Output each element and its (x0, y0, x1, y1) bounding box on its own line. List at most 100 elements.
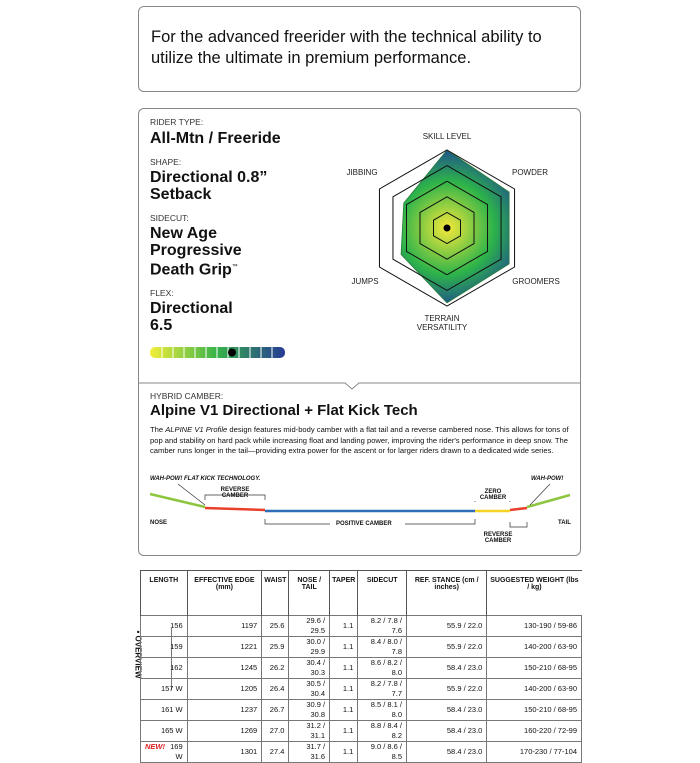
diagram-label: WAH-POW! FLAT KICK TECHNOLOGY. (150, 476, 261, 482)
radar-axis-label: SKILL LEVEL (422, 132, 472, 141)
intro-card: For the advanced freerider with the tech… (138, 6, 581, 92)
radar-axis-label: GROOMERS (512, 277, 560, 286)
cell-text: 30.9 / 30.8 (306, 700, 326, 719)
cell-text: 8.2 / 7.8 / 7.7 (370, 679, 403, 698)
spec-value: All-Mtn / Freeride (150, 130, 281, 147)
column-header: LENGTH (140, 570, 188, 616)
table-cell: 58.4 / 23.0 (406, 741, 488, 763)
cell-text: 140-200 / 63-90 (524, 642, 577, 651)
sidecut-text: New Age Progressive Death Grip (150, 225, 242, 279)
spec-card (138, 108, 581, 556)
table-cell: 160-220 / 72-99 (486, 720, 582, 742)
graphics (138, 149, 581, 528)
cell-text: 8.5 / 8.1 / 8.0 (370, 700, 403, 719)
table-row: 156 1197 25.6 29.6 / 29.5 1.1 8.2 / 7.8 / 7.6… (140, 615, 582, 637)
cell-text: 26.4 (269, 684, 285, 693)
cell-text: 26.2 (269, 663, 285, 672)
cell-text: 156 (170, 621, 183, 630)
trademark: ™ (231, 264, 238, 270)
page: For the advanced freerider with the tech… (133, 6, 582, 763)
table-row: 157 W 1205 26.4 30.5 / 30.4 1.1 8.2 / 7.8 / 7… (140, 678, 582, 700)
table-cell: 25.6 (261, 615, 290, 637)
cell-text: 25.6 (269, 621, 285, 630)
table-cell: 165 W (140, 720, 188, 742)
table-cell: 1245 (186, 657, 263, 679)
cell-text: 159 (170, 642, 183, 651)
radar-axis-label: JIBBING (346, 168, 378, 177)
table-cell: 156 (140, 615, 188, 637)
spec-value: Directional 6.5 (150, 300, 233, 334)
table-cell: 29.6 / 29.5 (288, 615, 331, 637)
table-cell: 8.6 / 8.2 / 8.0 (357, 657, 408, 679)
table-cell: 1.1 (329, 615, 359, 637)
table-cell: 1301 (186, 741, 263, 763)
table-cell: 140-200 / 63-90 (486, 678, 582, 700)
table-cell: 30.4 / 30.3 (288, 657, 331, 679)
table-cell: 26.4 (261, 678, 290, 700)
table-row: 161 W 1237 26.7 30.9 / 30.8 1.1 8.5 / 8.1 / 8… (140, 699, 582, 721)
desc-lead: The (150, 425, 164, 434)
cell-text: 31.2 / 31.1 (306, 721, 326, 740)
table-cell: 1237 (186, 699, 263, 721)
table-cell: 58.4 / 23.0 (406, 699, 488, 721)
cell-text: 1.1 (342, 621, 354, 630)
table-cell: 27.4 (261, 741, 290, 763)
table-cell: 1205 (186, 678, 263, 700)
column-header: REF. STANCE (cm / inches) (406, 570, 487, 616)
radar (378, 149, 516, 307)
column-header: NOSE / TAIL (288, 570, 330, 616)
diagram-label: REVERSE CAMBER (220, 487, 250, 499)
cell-text: 8.2 / 7.8 / 7.6 (370, 616, 403, 635)
spec-label: SIDECUT: (150, 213, 189, 223)
flex-ticks (161, 347, 273, 358)
column-header: SUGGESTED WEIGHT (lbs / kg) (486, 570, 582, 616)
spec-value: Directional 0.8” Setback (150, 169, 268, 203)
table-cell: 150-210 / 68-95 (486, 699, 582, 721)
cell-text: 165 W (160, 726, 183, 735)
table-cell: 31.2 / 31.1 (288, 720, 331, 742)
table-cell: 159 (140, 636, 188, 658)
diagram-label: ZERO CAMBER (474, 489, 512, 501)
cell-text: 30.4 / 30.3 (306, 658, 326, 677)
header-row: LENGTH EFFECTIVE EDGE (mm) WAIST NOSE / TAI… (140, 570, 582, 616)
cell-text: 8.6 / 8.2 / 8.0 (370, 658, 403, 677)
table-cell: 1269 (186, 720, 263, 742)
column-header: EFFECTIVE EDGE (mm) (186, 570, 262, 616)
column-header: TAPER (329, 570, 358, 616)
cell-text: 58.4 / 23.0 (446, 663, 483, 672)
cell-text: 58.4 / 23.0 (446, 726, 483, 735)
table-row: NEW! 169 W 1301 27.4 31.7 / 31.6 1.1 9.0 / 8.6… (140, 741, 582, 763)
table-cell: 1.1 (329, 657, 359, 679)
cell-text: 161 W (160, 705, 183, 714)
table-row: 159 1221 25.9 30.0 / 29.9 1.1 8.4 / 8.0 / 7.8… (140, 636, 582, 658)
radar-axis-label: JUMPS (351, 277, 379, 286)
table-cell: 8.8 / 8.4 / 8.2 (357, 720, 408, 742)
radar-ring (419, 196, 475, 260)
new-badge: NEW! (145, 742, 165, 751)
diagram-label: REVERSE CAMBER (483, 532, 513, 544)
diagram-label: TAIL (558, 520, 571, 526)
cell-text: 162 (170, 663, 183, 672)
camber-diagram (149, 483, 571, 528)
table-cell: 8.2 / 7.8 / 7.6 (357, 615, 408, 637)
table-cell: 58.4 / 23.0 (406, 657, 488, 679)
cell-text: 170-230 / 77-104 (519, 747, 577, 756)
table-cell: 162 (140, 657, 188, 679)
cell-text: 27.4 (269, 747, 285, 756)
radar-axis-label: TERRAIN VERSATILITY (416, 314, 468, 332)
cell-text: 1.1 (342, 663, 354, 672)
table-cell: 8.5 / 8.1 / 8.0 (357, 699, 408, 721)
cell-text: 1197 (241, 621, 258, 630)
table-cell: 157 W (140, 678, 188, 700)
cell-text: 55.9 / 22.0 (446, 642, 483, 651)
table-cell: 58.4 / 23.0 (406, 720, 488, 742)
desc-text: design features mid-body camber with a f… (150, 425, 569, 455)
spec-table: LENGTH EFFECTIVE EDGE (mm) WAIST NOSE / TAI… (140, 570, 582, 763)
cell-text: 150-210 / 68-95 (524, 705, 577, 714)
cell-text: 30.0 / 29.9 (306, 637, 326, 656)
table-cell: 31.7 / 31.6 (288, 741, 331, 763)
table-cell: 8.4 / 8.0 / 7.8 (357, 636, 408, 658)
table-cell: 140-200 / 63-90 (486, 636, 582, 658)
cell-text: 1269 (240, 726, 258, 735)
table-cell: 1.1 (329, 636, 359, 658)
